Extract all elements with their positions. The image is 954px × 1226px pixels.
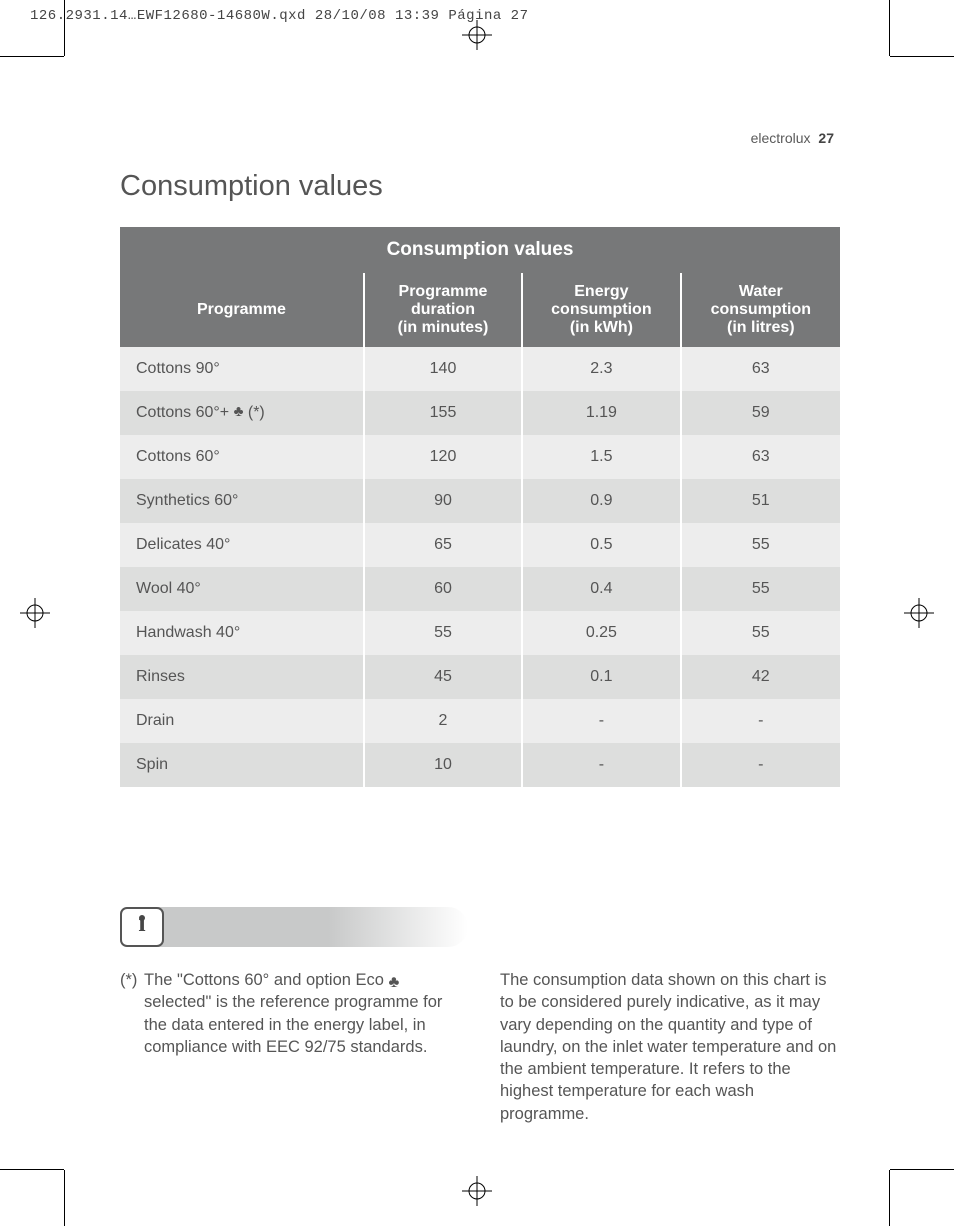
- cell-duration: 60: [365, 567, 523, 611]
- cell-duration: 45: [365, 655, 523, 699]
- registration-mark-icon: [904, 598, 934, 628]
- cell-water: -: [682, 699, 840, 743]
- table-row: Handwash 40°550.2555: [120, 611, 840, 655]
- footnote-text: The "Cottons 60° and option Eco ♣ select…: [144, 969, 460, 1058]
- cell-energy: 1.5: [523, 435, 681, 479]
- page-number: 27: [818, 130, 834, 146]
- cell-energy: -: [523, 743, 681, 787]
- cell-programme: Delicates 40°: [120, 523, 365, 567]
- cell-water: 55: [682, 523, 840, 567]
- notes-section: (*) The "Cottons 60° and option Eco ♣ se…: [120, 969, 840, 1125]
- cell-water: 59: [682, 391, 840, 435]
- crop-mark: [64, 1170, 65, 1226]
- consumption-note: The consumption data shown on this chart…: [500, 969, 840, 1125]
- cell-duration: 65: [365, 523, 523, 567]
- col-header-duration: Programme duration (in minutes): [365, 273, 523, 347]
- cell-energy: 0.4: [523, 567, 681, 611]
- crop-mark: [890, 56, 954, 57]
- crop-mark: [0, 1169, 64, 1170]
- page-content: Consumption values Consumption values Pr…: [120, 170, 840, 1125]
- cell-duration: 155: [365, 391, 523, 435]
- cell-water: 55: [682, 567, 840, 611]
- cell-water: 63: [682, 435, 840, 479]
- table-row: Synthetics 60°900.951: [120, 479, 840, 523]
- cell-energy: 2.3: [523, 347, 681, 391]
- col-header-water: Water consumption (in litres): [682, 273, 840, 347]
- note-right-col: The consumption data shown on this chart…: [500, 969, 840, 1125]
- table-row: Rinses450.142: [120, 655, 840, 699]
- table-row: Wool 40°600.455: [120, 567, 840, 611]
- crop-mark: [889, 0, 890, 56]
- cell-duration: 120: [365, 435, 523, 479]
- consumption-table: Consumption values Programme Programme d…: [120, 227, 840, 787]
- cell-programme: Cottons 60°: [120, 435, 365, 479]
- cell-programme: Synthetics 60°: [120, 479, 365, 523]
- table-row: Drain2--: [120, 699, 840, 743]
- registration-mark-icon: [462, 20, 492, 50]
- table-row: Spin10--: [120, 743, 840, 787]
- footnote-col: (*) The "Cottons 60° and option Eco ♣ se…: [120, 969, 460, 1125]
- cell-duration: 140: [365, 347, 523, 391]
- table-row: Cottons 90°1402.363: [120, 347, 840, 391]
- eco-icon: ♣: [234, 403, 244, 420]
- cell-programme: Handwash 40°: [120, 611, 365, 655]
- info-callout: ı: [120, 907, 840, 947]
- cell-energy: 0.5: [523, 523, 681, 567]
- crop-mark: [0, 56, 64, 57]
- registration-mark-icon: [20, 598, 50, 628]
- qxd-file-header: 126.2931.14…EWF12680-14680W.qxd 28/10/08…: [30, 8, 528, 24]
- info-icon: ı: [120, 907, 164, 947]
- cell-duration: 90: [365, 479, 523, 523]
- eco-icon: ♣: [389, 971, 400, 993]
- cell-programme: Wool 40°: [120, 567, 365, 611]
- table-row: Cottons 60°1201.563: [120, 435, 840, 479]
- table-row: Cottons 60°+ ♣ (*)1551.1959: [120, 391, 840, 435]
- crop-mark: [889, 1170, 890, 1226]
- registration-mark-icon: [462, 1176, 492, 1206]
- running-header: electrolux 27: [751, 130, 834, 146]
- cell-water: 51: [682, 479, 840, 523]
- cell-duration: 2: [365, 699, 523, 743]
- cell-programme: Rinses: [120, 655, 365, 699]
- cell-programme: Spin: [120, 743, 365, 787]
- cell-water: 63: [682, 347, 840, 391]
- footnote-marker: (*): [120, 969, 144, 1058]
- page-title: Consumption values: [120, 170, 840, 203]
- cell-energy: 1.19: [523, 391, 681, 435]
- brand-label: electrolux: [751, 130, 811, 146]
- cell-energy: -: [523, 699, 681, 743]
- cell-water: 55: [682, 611, 840, 655]
- cell-duration: 10: [365, 743, 523, 787]
- cell-programme: Cottons 90°: [120, 347, 365, 391]
- cell-energy: 0.9: [523, 479, 681, 523]
- cell-energy: 0.1: [523, 655, 681, 699]
- cell-duration: 55: [365, 611, 523, 655]
- table-row: Delicates 40°650.555: [120, 523, 840, 567]
- cell-programme: Cottons 60°+ ♣ (*): [120, 391, 365, 435]
- col-header-programme: Programme: [120, 273, 365, 347]
- cell-energy: 0.25: [523, 611, 681, 655]
- crop-mark: [890, 1169, 954, 1170]
- cell-water: 42: [682, 655, 840, 699]
- table-main-header: Consumption values: [120, 227, 840, 273]
- crop-mark: [64, 0, 65, 56]
- col-header-energy: Energy consumption (in kWh): [523, 273, 681, 347]
- cell-water: -: [682, 743, 840, 787]
- info-shade: [158, 907, 468, 947]
- cell-programme: Drain: [120, 699, 365, 743]
